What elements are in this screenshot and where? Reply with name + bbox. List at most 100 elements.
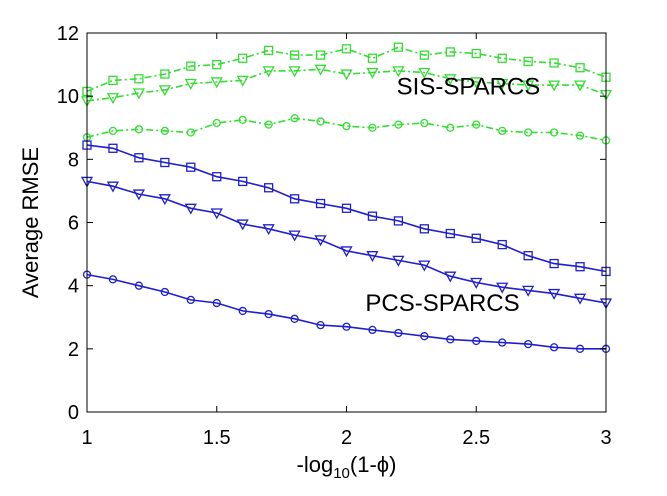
series-line <box>86 180 607 304</box>
data-point-square <box>575 262 585 272</box>
data-point-circle <box>420 118 429 128</box>
data-point-square <box>497 53 507 63</box>
data-point-triangle <box>470 277 483 289</box>
series-sis-triangle-down <box>80 64 613 108</box>
data-point-circle <box>524 128 533 137</box>
data-point-square <box>367 53 378 63</box>
data-point-triangle <box>340 69 353 81</box>
data-point-circle <box>134 125 144 134</box>
data-point-circle <box>290 114 299 123</box>
data-point-square <box>315 50 326 60</box>
data-point-triangle <box>418 67 431 79</box>
annotation-label: PCS-SPARCS <box>365 290 519 317</box>
data-point-triangle <box>132 88 146 100</box>
annotation-label: SIS-SPARCS <box>397 74 541 101</box>
data-point-square <box>445 228 455 239</box>
series-line <box>86 46 607 93</box>
x-axis-label: -log10(1-ϕ) <box>297 452 397 482</box>
data-point-square <box>523 56 533 67</box>
data-point-triangle <box>547 288 561 300</box>
data-point-triangle <box>444 74 457 86</box>
data-point-circle <box>186 295 195 305</box>
data-point-square <box>549 258 559 269</box>
data-point-triangle <box>496 282 509 294</box>
data-point-square <box>289 194 300 204</box>
annotations-layer: SIS-SPARCS PCS-SPARCS <box>365 74 540 317</box>
data-point-square <box>238 176 248 187</box>
data-point-circle <box>420 332 429 341</box>
data-point-circle <box>212 118 221 128</box>
data-point-triangle <box>132 189 146 201</box>
data-point-circle <box>160 287 170 297</box>
series-line <box>86 273 606 350</box>
data-point-triangle <box>158 85 171 97</box>
y-tick-label: 2 <box>68 339 79 361</box>
data-point-square <box>315 198 326 209</box>
data-point-square <box>445 47 455 57</box>
data-point-circle <box>342 122 351 131</box>
data-point-triangle <box>236 75 249 87</box>
data-point-circle <box>472 120 481 129</box>
y-tick-label: 6 <box>68 213 79 235</box>
data-point-triangle <box>522 80 535 92</box>
data-point-triangle <box>262 224 275 236</box>
x-axis-label-base: -log <box>297 452 334 477</box>
data-point-circle <box>368 123 377 132</box>
data-point-circle <box>446 123 455 132</box>
y-tick-label: 10 <box>57 86 79 108</box>
data-point-square <box>134 74 144 84</box>
data-point-square <box>289 50 300 60</box>
data-point-triangle <box>288 230 301 242</box>
series-pcs-circle <box>82 270 611 353</box>
data-point-square <box>186 162 196 172</box>
series-line <box>86 117 607 142</box>
data-point-triangle <box>547 80 561 92</box>
data-point-square <box>471 48 481 59</box>
data-point-circle <box>575 131 585 140</box>
data-point-triangle <box>392 255 405 267</box>
data-point-triangle <box>444 271 457 283</box>
data-point-square <box>108 75 118 86</box>
data-point-square <box>419 224 430 234</box>
data-point-square <box>393 216 404 226</box>
x-axis-label-rest: (1-ϕ) <box>350 452 397 477</box>
data-point-triangle <box>573 293 587 305</box>
data-point-square <box>212 172 222 182</box>
series-sis-circle <box>82 114 611 145</box>
data-point-triangle <box>210 208 223 220</box>
data-point-triangle <box>210 77 223 89</box>
data-point-square <box>160 157 170 168</box>
x-tick-label: 1.5 <box>203 427 231 449</box>
y-tick-label: 4 <box>68 276 79 298</box>
data-point-circle <box>264 309 273 319</box>
plot-lines-layer <box>80 42 613 353</box>
x-tick-label: 2.5 <box>462 427 490 449</box>
data-point-circle <box>472 336 481 346</box>
x-tick-label: 3 <box>600 427 611 449</box>
data-point-circle <box>108 126 118 136</box>
data-point-square <box>108 143 118 153</box>
data-point-triangle <box>184 78 197 90</box>
data-point-triangle <box>314 64 327 76</box>
y-tick-label: 0 <box>68 402 79 424</box>
data-point-square <box>523 251 533 261</box>
x-axis-label-subscript: 10 <box>333 465 350 482</box>
data-point-triangle <box>366 67 379 79</box>
data-point-circle <box>394 328 403 338</box>
data-point-square <box>263 183 274 193</box>
data-point-circle <box>108 275 118 284</box>
data-point-circle <box>290 314 299 323</box>
data-point-square <box>160 69 170 79</box>
x-tick-label: 1 <box>81 427 92 449</box>
data-point-square <box>186 61 196 71</box>
data-point-circle <box>549 343 559 352</box>
data-point-square <box>367 211 378 221</box>
data-point-circle <box>575 344 585 353</box>
data-point-triangle <box>236 219 249 231</box>
x-tick-label: 2 <box>341 427 352 449</box>
data-point-square <box>471 233 481 243</box>
data-point-triangle <box>262 66 275 78</box>
data-point-triangle <box>522 285 535 297</box>
data-point-triangle <box>314 235 327 247</box>
